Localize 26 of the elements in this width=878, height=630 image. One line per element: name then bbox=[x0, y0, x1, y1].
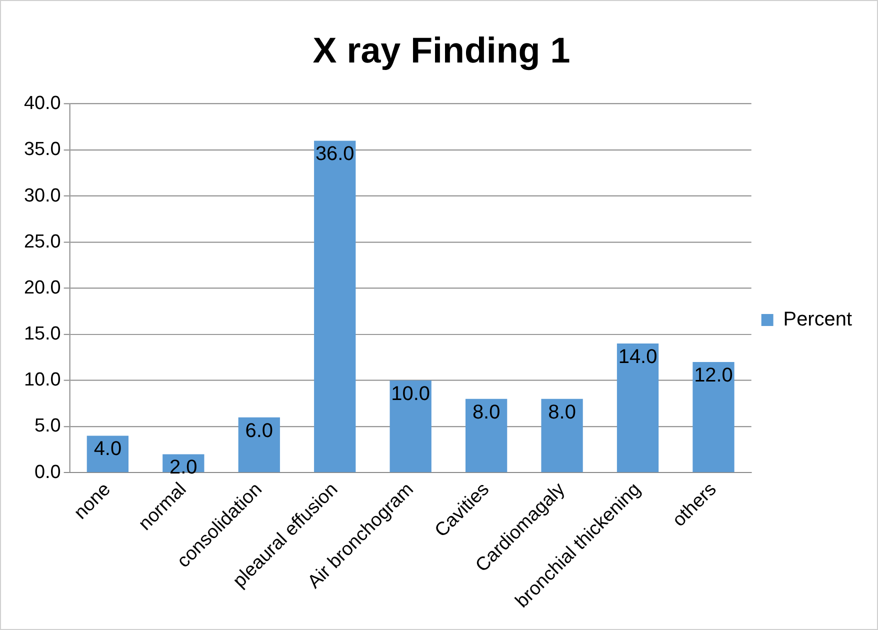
data-label: 6.0 bbox=[245, 420, 274, 442]
bar bbox=[465, 398, 508, 472]
y-tick-label: 25.0 bbox=[24, 231, 61, 252]
data-label: 36.0 bbox=[315, 143, 354, 166]
data-label: 12.0 bbox=[694, 364, 733, 386]
y-tick-label: 15.0 bbox=[24, 324, 61, 345]
bar bbox=[390, 380, 432, 472]
data-label: 10.0 bbox=[391, 382, 430, 405]
bar bbox=[692, 362, 734, 472]
y-tick-label: 0.0 bbox=[34, 462, 61, 483]
data-label: 8.0 bbox=[548, 401, 576, 424]
data-label: 14.0 bbox=[618, 346, 658, 368]
data-label: 8.0 bbox=[472, 401, 500, 424]
y-tick-label: 5.0 bbox=[34, 416, 61, 437]
y-tick-label: 40.0 bbox=[24, 93, 61, 114]
bar bbox=[238, 417, 280, 472]
bar bbox=[616, 344, 659, 472]
chart-title: X ray Finding 1 bbox=[312, 30, 570, 70]
y-tick-label: 30.0 bbox=[24, 185, 61, 206]
legend-label: Percent bbox=[783, 308, 852, 330]
bar bbox=[541, 398, 583, 472]
data-label: 4.0 bbox=[94, 438, 122, 460]
y-tick-label: 20.0 bbox=[24, 277, 61, 298]
y-tick-label: 10.0 bbox=[24, 370, 61, 391]
y-tick-label: 35.0 bbox=[24, 139, 61, 160]
bar bbox=[314, 140, 356, 472]
